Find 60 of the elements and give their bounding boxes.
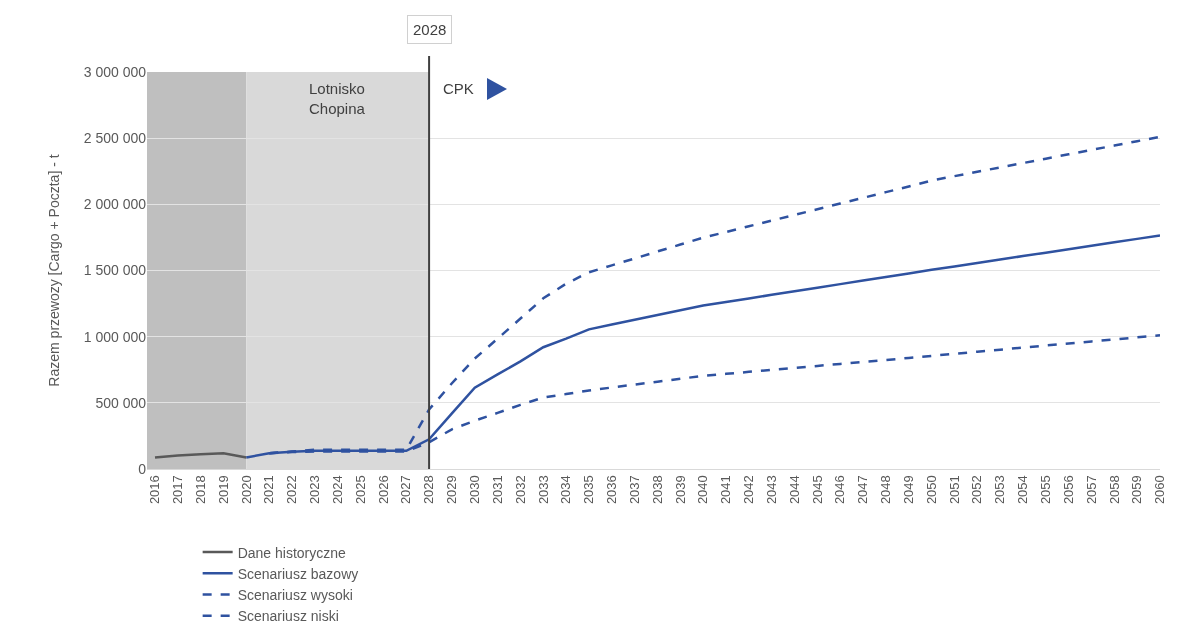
x-tick-label: 2024 xyxy=(329,475,345,505)
band-label: Lotnisko Chopina xyxy=(309,80,366,117)
x-tick-label: 2032 xyxy=(512,475,528,505)
y-tick-label: 1 000 000 xyxy=(83,328,147,345)
y-tick-label: 2 000 000 xyxy=(83,196,147,213)
x-tick-label: 2060 xyxy=(1152,475,1168,505)
x-tick-label: 2047 xyxy=(855,475,871,505)
legend-label: Scenariusz wysoki xyxy=(237,586,353,603)
x-tick-label: 2033 xyxy=(535,475,551,505)
y-tick-label: 3 000 000 xyxy=(83,63,147,80)
x-tick-label: 2048 xyxy=(878,475,894,505)
x-tick-label: 2057 xyxy=(1083,475,1099,505)
x-tick-label: 2056 xyxy=(1060,475,1076,505)
x-tick-label: 2042 xyxy=(741,475,757,505)
x-tick-label: 2020 xyxy=(238,475,254,505)
x-tick-label: 2022 xyxy=(284,475,300,505)
legend-label: Dane historyczne xyxy=(237,544,347,561)
x-tick-label: 2026 xyxy=(375,475,391,505)
x-tick-label: 2059 xyxy=(1129,475,1145,505)
x-tick-label: 2016 xyxy=(147,475,163,505)
legend-label: Scenariusz niski xyxy=(237,608,339,625)
x-tick-label: 2036 xyxy=(604,475,620,505)
x-tick-label: 2021 xyxy=(261,475,277,505)
annotation: CPK xyxy=(443,80,474,97)
x-tick-label: 2043 xyxy=(763,475,779,505)
x-tick-label: 2025 xyxy=(352,475,368,505)
x-tick-label: 2046 xyxy=(832,475,848,505)
x-tick-label: 2027 xyxy=(398,475,414,505)
y-tick-label: 0 xyxy=(138,460,147,477)
x-tick-label: 2018 xyxy=(192,475,208,505)
x-tick-label: 2041 xyxy=(718,475,734,505)
x-tick-label: 2050 xyxy=(923,475,939,505)
x-tick-label: 2031 xyxy=(489,475,505,505)
y-tick-label: 500 000 xyxy=(95,394,147,411)
x-tick-label: 2019 xyxy=(215,475,231,505)
x-tick-label: 2049 xyxy=(900,475,916,505)
x-tick-label: 2051 xyxy=(946,475,962,505)
y-tick-label: 2 500 000 xyxy=(83,130,147,147)
x-tick-label: 2028 xyxy=(421,475,437,505)
x-tick-label: 2035 xyxy=(581,475,597,505)
x-tick-label: 2037 xyxy=(626,475,642,505)
x-tick-label: 2038 xyxy=(649,475,665,505)
x-tick-label: 2054 xyxy=(1015,475,1031,505)
x-tick-label: 2039 xyxy=(672,475,688,505)
x-tick-label: 2040 xyxy=(695,475,711,505)
x-tick-label: 2052 xyxy=(969,475,985,505)
x-tick-label: 2053 xyxy=(992,475,1008,505)
y-axis-title: Razem przewozy [Cargo + Poczta] - t xyxy=(46,154,63,387)
ref-line-label: 2028 xyxy=(413,21,447,38)
legend-label: Scenariusz bazowy xyxy=(237,565,359,582)
x-tick-label: 2044 xyxy=(786,475,802,505)
y-tick-label: 1 500 000 xyxy=(83,262,147,279)
x-tick-label: 2055 xyxy=(1038,475,1054,505)
x-tick-label: 2023 xyxy=(307,475,323,505)
x-tick-label: 2058 xyxy=(1106,475,1122,505)
x-tick-label: 2045 xyxy=(809,475,825,505)
x-tick-label: 2030 xyxy=(466,475,482,505)
x-tick-label: 2017 xyxy=(170,475,186,505)
x-tick-label: 2034 xyxy=(558,475,574,505)
x-tick-label: 2029 xyxy=(444,475,460,505)
